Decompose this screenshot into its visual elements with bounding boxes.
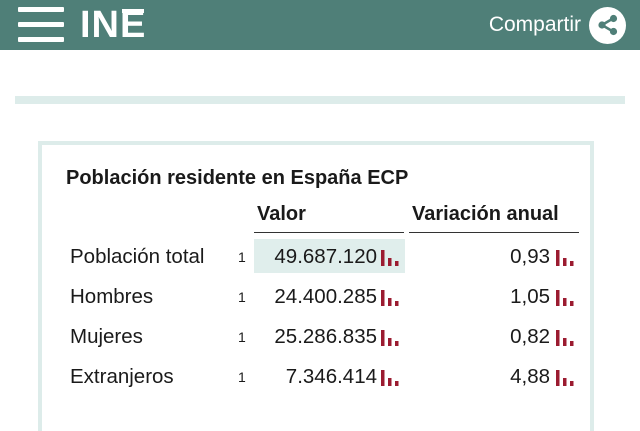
- bar-chart-icon[interactable]: [379, 286, 401, 308]
- row-value: 49.687.120: [274, 245, 377, 268]
- bar-chart-icon[interactable]: [379, 366, 401, 388]
- share-button[interactable]: Compartir: [489, 6, 626, 44]
- row-label: Hombres: [70, 285, 154, 308]
- table-row: Hombres 1 24.400.285 1,05: [42, 279, 598, 315]
- row-value: 7.346.414: [285, 365, 377, 388]
- row-footnote: 1: [238, 289, 246, 305]
- bar-chart-icon[interactable]: [554, 366, 576, 388]
- table-row: Extranjeros 1 7.346.414 4,88: [42, 359, 598, 395]
- row-value: 25.286.835: [274, 325, 377, 348]
- bar-chart-icon[interactable]: [554, 286, 576, 308]
- column-header-variacion: Variación anual: [409, 203, 579, 233]
- row-footnote: 1: [238, 249, 246, 265]
- row-footnote: 1: [238, 369, 246, 385]
- row-footnote: 1: [238, 329, 246, 345]
- column-header-valor: Valor: [254, 203, 404, 233]
- row-variation: 0,82: [510, 325, 550, 348]
- row-label: Mujeres: [70, 325, 143, 348]
- value-cell[interactable]: 24.400.285: [254, 279, 405, 313]
- population-card: Población residente en España ECP Valor …: [38, 141, 594, 431]
- bar-chart-icon[interactable]: [379, 246, 401, 268]
- section-divider: [15, 96, 625, 104]
- value-cell[interactable]: 49.687.120: [254, 239, 405, 273]
- row-variation: 0,93: [510, 245, 550, 268]
- row-variation: 1,05: [510, 285, 550, 308]
- bar-chart-icon[interactable]: [554, 246, 576, 268]
- value-cell[interactable]: 7.346.414: [254, 359, 405, 393]
- table-row: Población total 1 49.687.120 0,93: [42, 239, 598, 275]
- hamburger-menu-icon[interactable]: [18, 7, 64, 43]
- row-value: 24.400.285: [274, 285, 377, 308]
- value-cell[interactable]: 25.286.835: [254, 319, 405, 353]
- row-label: Extranjeros: [70, 365, 174, 388]
- bar-chart-icon[interactable]: [379, 326, 401, 348]
- share-icon: [589, 6, 626, 44]
- top-bar: INE Compartir: [0, 0, 640, 50]
- row-variation: 4,88: [510, 365, 550, 388]
- card-title: Población residente en España ECP: [66, 167, 409, 189]
- bar-chart-icon[interactable]: [554, 326, 576, 348]
- ine-logo[interactable]: INE: [80, 4, 147, 46]
- row-label: Población total: [70, 245, 205, 268]
- table-row: Mujeres 1 25.286.835 0,82: [42, 319, 598, 355]
- share-label: Compartir: [488, 13, 581, 36]
